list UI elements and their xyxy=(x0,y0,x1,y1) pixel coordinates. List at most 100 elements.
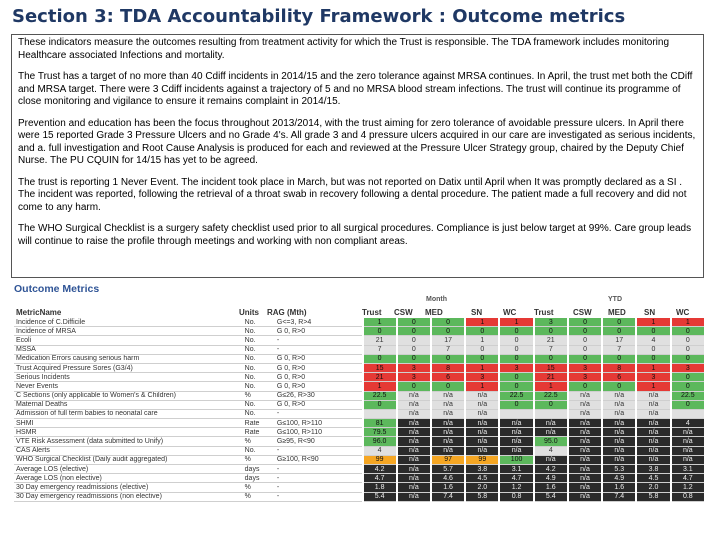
metric-value-cell: n/a xyxy=(669,427,704,438)
metric-rag-cell: G 0, R>0 xyxy=(274,363,363,374)
metric-value-cell: 0 xyxy=(498,335,534,346)
metric-value-cell: 0 xyxy=(498,326,534,337)
metric-unit-cell: No. xyxy=(242,409,275,420)
metric-value-cell: n/a xyxy=(395,391,431,401)
metric-unit-cell: No. xyxy=(242,381,275,392)
table-row: Incidence of C.Difficile No. G<=3, R>4 1 0 0 1… xyxy=(14,318,704,328)
metric-value-cell: 0 xyxy=(669,345,704,355)
metric-value-cell xyxy=(669,409,704,420)
metric-name-cell: MSSA xyxy=(14,345,243,355)
metric-value-cell: 0 xyxy=(532,354,568,364)
metric-value-cell: 3 xyxy=(566,363,603,374)
metric-value-cell: n/a xyxy=(464,418,500,429)
metric-value-cell: n/a xyxy=(635,446,671,456)
metric-value-cell: n/a xyxy=(566,391,603,401)
metric-name-cell: Serious Incidents xyxy=(14,372,243,383)
metric-value-cell: 3 xyxy=(395,372,431,383)
metric-value-cell: 1.6 xyxy=(532,482,568,493)
table-row: HSMR Rate G≤100, R>110 79.5 n/a n/a n/a n/a n/a n… xyxy=(14,427,704,438)
metric-value-cell: 17 xyxy=(601,335,637,346)
metric-value-cell: 3 xyxy=(498,363,534,374)
table-row: Average LOS (elective) days -4.2 n/a 5.7 3.8 3… xyxy=(14,464,704,475)
metric-value-cell: 4 xyxy=(669,418,704,429)
metric-value-cell xyxy=(361,409,397,420)
metric-value-cell: 7 xyxy=(429,345,466,355)
metric-value-cell: 0 xyxy=(566,345,603,355)
header-ytd-sn: SN xyxy=(644,308,656,317)
page-title: Section 3: TDA Accountability Framework … xyxy=(12,6,626,27)
metric-unit-cell: No. xyxy=(242,318,275,328)
table-row: Incidence of MRSA No. G 0, R>0 0 0 0 0 0 0 0 0 0 0 xyxy=(14,326,704,337)
metric-value-cell: n/a xyxy=(601,391,637,401)
metric-value-cell: 5.7 xyxy=(429,464,466,475)
metric-unit-cell: % xyxy=(242,391,275,401)
metric-name-cell: 30 Day emergency readmissions (non elect… xyxy=(14,492,243,502)
metric-value-cell: 4.5 xyxy=(635,473,671,484)
metric-value-cell: n/a xyxy=(429,427,466,438)
metric-rag-cell: - xyxy=(274,409,363,420)
metric-value-cell: 0 xyxy=(635,326,671,337)
metric-value-cell: n/a xyxy=(395,482,431,493)
metric-value-cell: 3 xyxy=(464,372,500,383)
metric-value-cell: n/a xyxy=(395,409,431,420)
metric-value-cell: n/a xyxy=(566,436,603,447)
metric-value-cell: 0 xyxy=(669,335,704,346)
metric-rag-cell: G≥95, R<90 xyxy=(274,436,363,447)
metric-value-cell: n/a xyxy=(429,400,466,410)
metric-value-cell: n/a xyxy=(429,409,466,420)
metric-value-cell: 79.5 xyxy=(361,427,397,438)
table-row: Trust Acquired Pressure Sores (G3/4) No. G… xyxy=(14,363,704,374)
metric-value-cell: n/a xyxy=(635,391,671,401)
metric-rag-cell: - xyxy=(274,473,363,484)
header-ytd-wc: WC xyxy=(676,308,690,317)
metric-name-cell: Admission of full term babies to neonata… xyxy=(14,409,243,420)
group-ytd-label: YTD xyxy=(608,296,622,303)
metric-unit-cell: No. xyxy=(242,400,275,410)
metric-rag-cell: G 0, R>0 xyxy=(274,381,363,392)
metric-value-cell: 0 xyxy=(532,326,568,337)
metric-value-cell: 0 xyxy=(566,381,603,392)
metric-name-cell: 30 Day emergency readmissions (elective) xyxy=(14,482,243,493)
metric-value-cell: 0 xyxy=(566,354,603,364)
header-month-trust: Trust xyxy=(362,308,382,317)
metric-value-cell: 6 xyxy=(601,372,637,383)
metric-value-cell: 95.0 xyxy=(532,436,568,447)
metric-value-cell: n/a xyxy=(601,418,637,429)
metric-value-cell: 99 xyxy=(361,455,397,466)
metric-value-cell: 0 xyxy=(361,354,397,364)
metric-value-cell: 5.4 xyxy=(532,492,568,502)
metric-value-cell: 0 xyxy=(429,326,466,337)
metric-value-cell: 2.0 xyxy=(464,482,500,493)
metric-value-cell: 7.4 xyxy=(429,492,466,502)
metric-value-cell: n/a xyxy=(601,400,637,410)
header-units: Units xyxy=(239,308,259,317)
metric-value-cell: 0 xyxy=(395,318,431,328)
metric-value-cell: 0 xyxy=(498,372,534,383)
table-row: VTE Risk Assessment (data submitted to U… xyxy=(14,436,704,447)
metric-value-cell: 97 xyxy=(429,455,466,466)
metric-name-cell: Average LOS (elective) xyxy=(14,464,243,475)
metric-value-cell: 1 xyxy=(635,363,671,374)
metric-value-cell: n/a xyxy=(566,400,603,410)
metric-unit-cell: days xyxy=(242,464,275,475)
metric-value-cell: n/a xyxy=(635,455,671,466)
metric-name-cell: Incidence of MRSA xyxy=(14,326,243,337)
table-row: WHO Surgical Checklist (Daily audit aggr… xyxy=(14,455,704,466)
metric-value-cell: 15 xyxy=(532,363,568,374)
metric-value-cell: n/a xyxy=(532,427,568,438)
metric-value-cell: 0 xyxy=(464,345,500,355)
metric-value-cell: 3.8 xyxy=(635,464,671,475)
header-ytd-csw: CSW xyxy=(573,308,592,317)
metric-value-cell: 0 xyxy=(635,345,671,355)
metric-value-cell: 4.5 xyxy=(464,473,500,484)
metric-value-cell: 5.3 xyxy=(601,464,637,475)
metric-value-cell: n/a xyxy=(395,418,431,429)
metric-unit-cell: No. xyxy=(242,354,275,364)
metric-value-cell: n/a xyxy=(601,427,637,438)
metric-unit-cell: No. xyxy=(242,446,275,456)
metric-value-cell: 0 xyxy=(498,400,534,410)
metric-value-cell: 0 xyxy=(429,354,466,364)
metric-value-cell: n/a xyxy=(601,436,637,447)
metric-value-cell: n/a xyxy=(464,436,500,447)
metric-rag-cell: G≤100, R>110 xyxy=(274,427,363,438)
